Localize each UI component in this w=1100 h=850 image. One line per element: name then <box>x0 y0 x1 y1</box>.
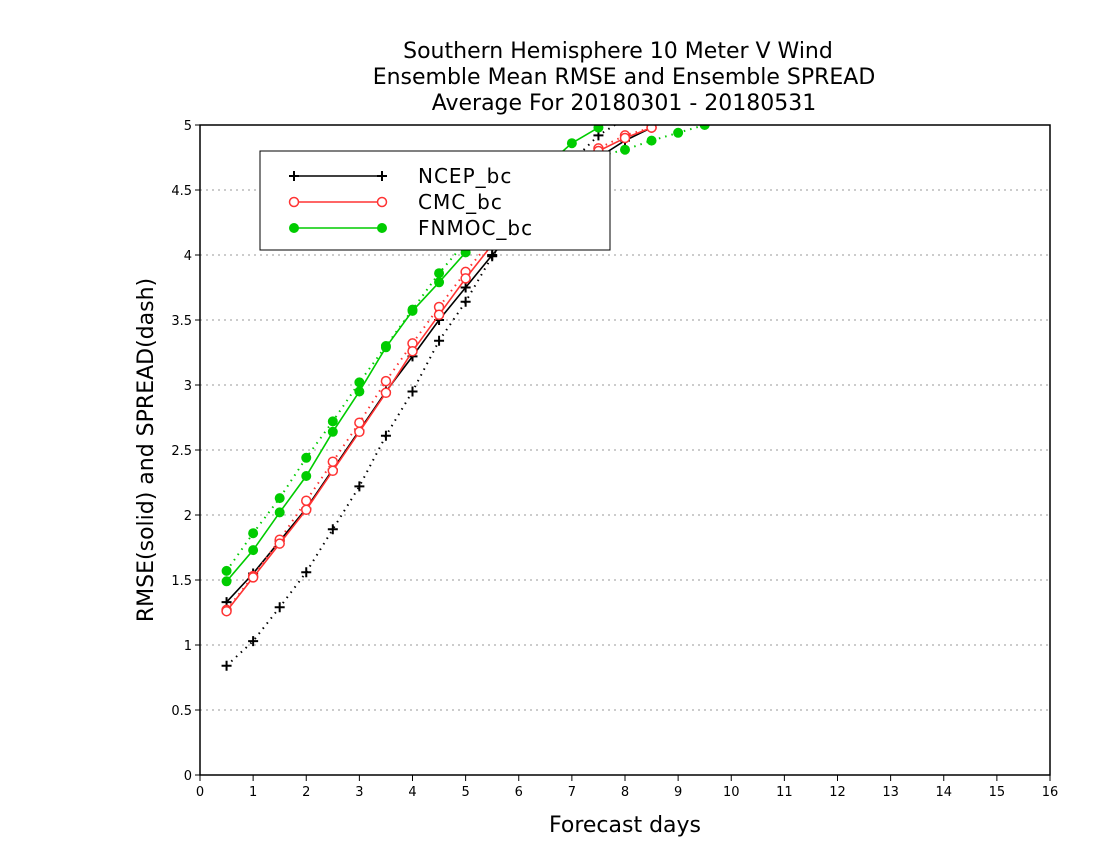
fnmoc-bc-rmse-point <box>221 576 232 587</box>
legend-marker-cmc-bc <box>288 196 300 208</box>
ncep-bc-spread-point <box>354 481 365 492</box>
fnmoc-bc-rmse-point <box>327 426 338 437</box>
y-tick-label: 3.5 <box>171 314 192 329</box>
legend-label-ncep-bc: NCEP_bc <box>418 164 512 188</box>
x-tick-label: 6 <box>515 785 523 800</box>
fnmoc-bc-rmse-point <box>593 125 604 133</box>
fnmoc-bc-rmse-point <box>354 386 365 397</box>
fnmoc-bc-spread-point <box>699 125 710 130</box>
x-tick-label: 15 <box>989 785 1006 800</box>
ncep-bc-spread-point <box>301 567 312 578</box>
ncep-bc-spread-point <box>407 386 418 397</box>
cmc-bc-rmse-point <box>327 465 339 477</box>
x-axis-ticks: 0 1 2 3 4 5 6 7 8 9 10 11 12 13 14 15 16 <box>196 775 1058 800</box>
x-tick-label: 7 <box>568 785 576 800</box>
fnmoc-bc-rmse-point <box>301 471 312 481</box>
ncep-bc-spread-point <box>434 335 445 346</box>
y-tick-label: 5 <box>184 119 192 134</box>
fnmoc-bc-spread-point <box>673 127 684 138</box>
fnmoc-bc-rmse-point <box>434 277 445 288</box>
x-tick-label: 16 <box>1042 785 1059 800</box>
y-tick-label: 2 <box>184 509 192 524</box>
chart-title-line-2: Ensemble Mean RMSE and Ensemble SPREAD <box>373 65 876 90</box>
fnmoc-bc-rmse-point <box>274 507 285 518</box>
legend-label-fnmoc-bc: FNMOC_bc <box>418 216 533 240</box>
legend-marker-ncep-bc <box>289 171 299 181</box>
x-tick-label: 8 <box>621 785 629 800</box>
ncep-bc-spread-point <box>221 660 232 671</box>
legend-label-cmc-bc: CMC_bc <box>418 190 503 214</box>
y-tick-label: 2.5 <box>171 444 192 459</box>
chart-title: Southern Hemisphere 10 Meter V Wind Ense… <box>373 39 876 116</box>
x-tick-label: 1 <box>249 785 257 800</box>
y-gridlines <box>200 189 1050 711</box>
fnmoc-bc-spread-point <box>221 565 232 576</box>
y-tick-label: 1.5 <box>171 574 192 589</box>
fnmoc-bc-spread-point <box>274 493 285 504</box>
legend-box <box>259 150 611 251</box>
cmc-bc-rmse-point <box>380 387 392 399</box>
cmc-bc-rmse-point <box>274 538 285 549</box>
legend-marker-fnmoc-bc <box>377 223 387 233</box>
cmc-bc-rmse-point <box>407 345 418 357</box>
fnmoc-bc-rmse-point <box>407 305 418 316</box>
x-tick-label: 5 <box>461 785 469 800</box>
y-tick-label: 1 <box>184 639 192 654</box>
ncep-bc-rmse-point <box>487 250 498 260</box>
x-tick-label: 9 <box>674 785 682 800</box>
y-axis-label: RMSE(solid) and SPREAD(dash) <box>134 278 159 622</box>
chart-title-line-1: Southern Hemisphere 10 Meter V Wind <box>403 39 833 64</box>
ncep-bc-spread-point <box>460 296 471 307</box>
y-tick-label: 0.5 <box>171 704 192 719</box>
ncep-bc-rmse-point <box>460 282 471 293</box>
cmc-bc-rmse-point <box>301 504 312 516</box>
fnmoc-bc-spread-point <box>301 452 312 463</box>
fnmoc-bc-spread-point <box>646 135 657 146</box>
x-tick-label: 0 <box>196 785 204 800</box>
cmc-bc-rmse-point <box>433 309 445 321</box>
cmc-bc-rmse-point <box>354 426 365 438</box>
y-axis-ticks: 0 0.5 1 1.5 2 2.5 3 3.5 4 4.5 5 <box>171 119 200 784</box>
cmc-bc-rmse-point <box>460 273 471 284</box>
fnmoc-bc-rmse-point <box>566 138 577 149</box>
ncep-bc-spread-point <box>380 430 391 441</box>
y-tick-label: 4 <box>184 249 192 264</box>
x-tick-label: 10 <box>723 785 740 800</box>
x-tick-label: 4 <box>408 785 416 800</box>
cmc-bc-spread-point <box>380 375 392 387</box>
y-tick-label: 0 <box>184 769 192 784</box>
legend-marker-cmc-bc <box>376 196 388 208</box>
ncep-bc-spread-point <box>274 602 285 613</box>
x-tick-label: 13 <box>882 785 899 800</box>
fnmoc-bc-rmse-point <box>248 545 259 556</box>
x-tick-label: 3 <box>355 785 363 800</box>
ncep-bc-spread-point <box>327 524 338 535</box>
ncep-bc-spread-point <box>248 636 259 647</box>
cmc-bc-rmse-point <box>247 572 259 583</box>
cmc-bc-rmse-point <box>646 125 657 133</box>
x-axis-label: Forecast days <box>549 813 701 838</box>
chart-title-line-3: Average For 20180301 - 20180531 <box>432 91 817 116</box>
x-tick-label: 14 <box>935 785 952 800</box>
x-tick-label: 2 <box>302 785 310 800</box>
legend-marker-ncep-bc <box>377 171 387 181</box>
cmc-bc-rmse-point <box>619 132 631 144</box>
fnmoc-bc-spread-point <box>620 144 630 155</box>
y-tick-label: 4.5 <box>171 184 192 199</box>
y-tick-label: 3 <box>184 379 192 394</box>
cmc-bc-rmse-point <box>221 605 232 617</box>
plot-frame <box>199 124 1051 776</box>
fnmoc-bc-spread-point <box>248 528 259 539</box>
fnmoc-bc-spread-point <box>434 268 445 279</box>
legend-marker-fnmoc-bc <box>289 223 299 233</box>
fnmoc-bc-spread-point <box>327 416 338 427</box>
x-tick-label: 12 <box>829 785 846 800</box>
fnmoc-bc-rmse-point <box>380 342 391 353</box>
x-tick-label: 11 <box>776 785 793 800</box>
